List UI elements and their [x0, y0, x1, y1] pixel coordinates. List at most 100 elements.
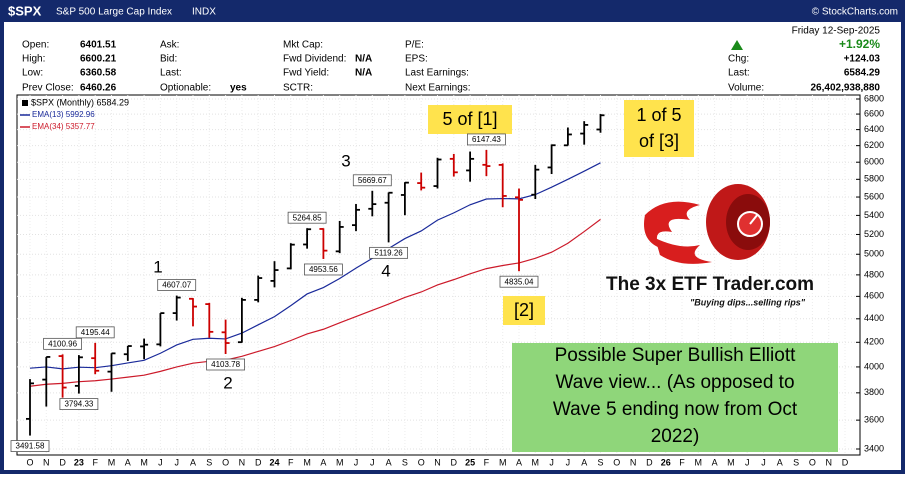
x-tick-label: A: [712, 457, 718, 467]
info-value: 6600.21: [80, 54, 117, 65]
logo-title: The 3x ETF Trader.com: [606, 274, 814, 295]
price-label: 4607.07: [162, 281, 191, 290]
price-label: 4835.04: [505, 277, 534, 286]
x-tick-label: N: [630, 457, 637, 467]
info-value: N/A: [355, 68, 372, 79]
price-label: 3491.58: [16, 442, 45, 451]
note-line: Possible Super Bullish Elliott: [555, 345, 797, 366]
info-label: Bid:: [160, 54, 177, 65]
y-tick-label: 5200: [864, 229, 884, 239]
callout-box: [428, 105, 512, 134]
price-label-box: [303, 263, 343, 276]
info-label: Last:: [160, 68, 182, 79]
price-label-box: [10, 440, 50, 452]
price-label-box: [75, 326, 115, 339]
x-tick-label: S: [402, 457, 408, 467]
wave-label: 1: [153, 257, 162, 276]
wave-label: 2: [223, 373, 232, 392]
price-label: 6147.43: [472, 135, 501, 144]
index-name: S&P 500 Large Cap Index: [56, 7, 172, 18]
x-tick-label: M: [108, 457, 116, 467]
logo-graphic: [644, 184, 770, 264]
info-label: Ask:: [160, 40, 179, 51]
x-tick-label: 26: [661, 457, 671, 467]
x-tick-label: J: [745, 457, 750, 467]
legend-entry: EMA(13) 5992.96: [32, 110, 95, 119]
quote-value: +124.03: [844, 54, 881, 65]
x-tick-label: S: [206, 457, 212, 467]
x-tick-label: M: [303, 457, 311, 467]
date: Friday 12-Sep-2025: [792, 26, 881, 37]
legend-entry: EMA(34) 5357.77: [32, 122, 95, 131]
price-label-box: [287, 211, 327, 224]
x-tick-label: O: [613, 457, 620, 467]
note-box: [512, 343, 838, 452]
info-label: Low:: [22, 68, 43, 79]
price-label-box: [369, 246, 409, 259]
price-label: 5669.67: [358, 176, 387, 185]
y-tick-label: 6000: [864, 157, 884, 167]
x-tick-label: J: [174, 457, 179, 467]
price-label: 5264.85: [293, 213, 322, 222]
x-tick-label: S: [597, 457, 603, 467]
x-tick-label: J: [566, 457, 571, 467]
y-tick-label: 6800: [864, 93, 884, 103]
y-tick-label: 5800: [864, 174, 884, 184]
x-tick-label: 24: [269, 457, 279, 467]
quote-label: Last:: [728, 68, 750, 79]
callout-box: [503, 296, 545, 325]
x-tick-label: O: [222, 457, 229, 467]
x-tick-label: A: [516, 457, 522, 467]
quote-label: Volume:: [728, 83, 764, 94]
callout: [2]: [514, 300, 534, 320]
x-tick-label: A: [386, 457, 392, 467]
info-label: High:: [22, 54, 45, 65]
y-tick-label: 4800: [864, 269, 884, 279]
y-tick-label: 4600: [864, 291, 884, 301]
ema-line: [29, 218, 601, 387]
price-label-box: [499, 275, 539, 288]
x-tick-label: F: [679, 457, 685, 467]
info-label: Next Earnings:: [405, 83, 471, 94]
callout: 1 of 5: [636, 105, 681, 125]
x-tick-label: M: [695, 457, 703, 467]
ema-line: [29, 162, 601, 370]
x-tick-label: 25: [465, 457, 475, 467]
x-tick-label: D: [842, 457, 849, 467]
callout: of [3]: [639, 131, 679, 151]
y-tick-label: 6600: [864, 108, 884, 118]
info-value: N/A: [355, 54, 372, 65]
x-tick-label: J: [549, 457, 554, 467]
symbol: $SPX: [8, 3, 42, 18]
x-tick-label: N: [434, 457, 441, 467]
note-line: 2022): [651, 426, 700, 447]
x-tick-label: J: [761, 457, 766, 467]
price-label-box: [157, 279, 197, 291]
x-tick-label: N: [825, 457, 832, 467]
quote-value: 6584.29: [844, 68, 881, 79]
info-value: 6360.58: [80, 68, 117, 79]
x-tick-label: D: [59, 457, 66, 467]
y-tick-label: 4200: [864, 337, 884, 347]
price-label: 3794.33: [64, 400, 93, 409]
x-tick-label: D: [646, 457, 653, 467]
y-tick-label: 3400: [864, 443, 884, 453]
y-tick-label: 4000: [864, 361, 884, 371]
info-label: Last Earnings:: [405, 68, 469, 79]
exchange: INDX: [192, 7, 216, 18]
x-tick-label: A: [320, 457, 326, 467]
x-tick-label: A: [125, 457, 131, 467]
y-tick-label: 3600: [864, 415, 884, 425]
x-tick-label: O: [809, 457, 816, 467]
x-tick-label: A: [777, 457, 783, 467]
price-label-box: [59, 398, 99, 410]
price-label: 4100.96: [48, 339, 77, 348]
price-label: 4953.56: [309, 265, 338, 274]
quote-value: 26,402,938,880: [810, 83, 880, 94]
x-tick-label: A: [190, 457, 196, 467]
x-tick-label: S: [793, 457, 799, 467]
callout: 5 of [1]: [442, 109, 497, 129]
wave-label: 4: [381, 261, 390, 280]
y-tick-label: 5000: [864, 249, 884, 259]
